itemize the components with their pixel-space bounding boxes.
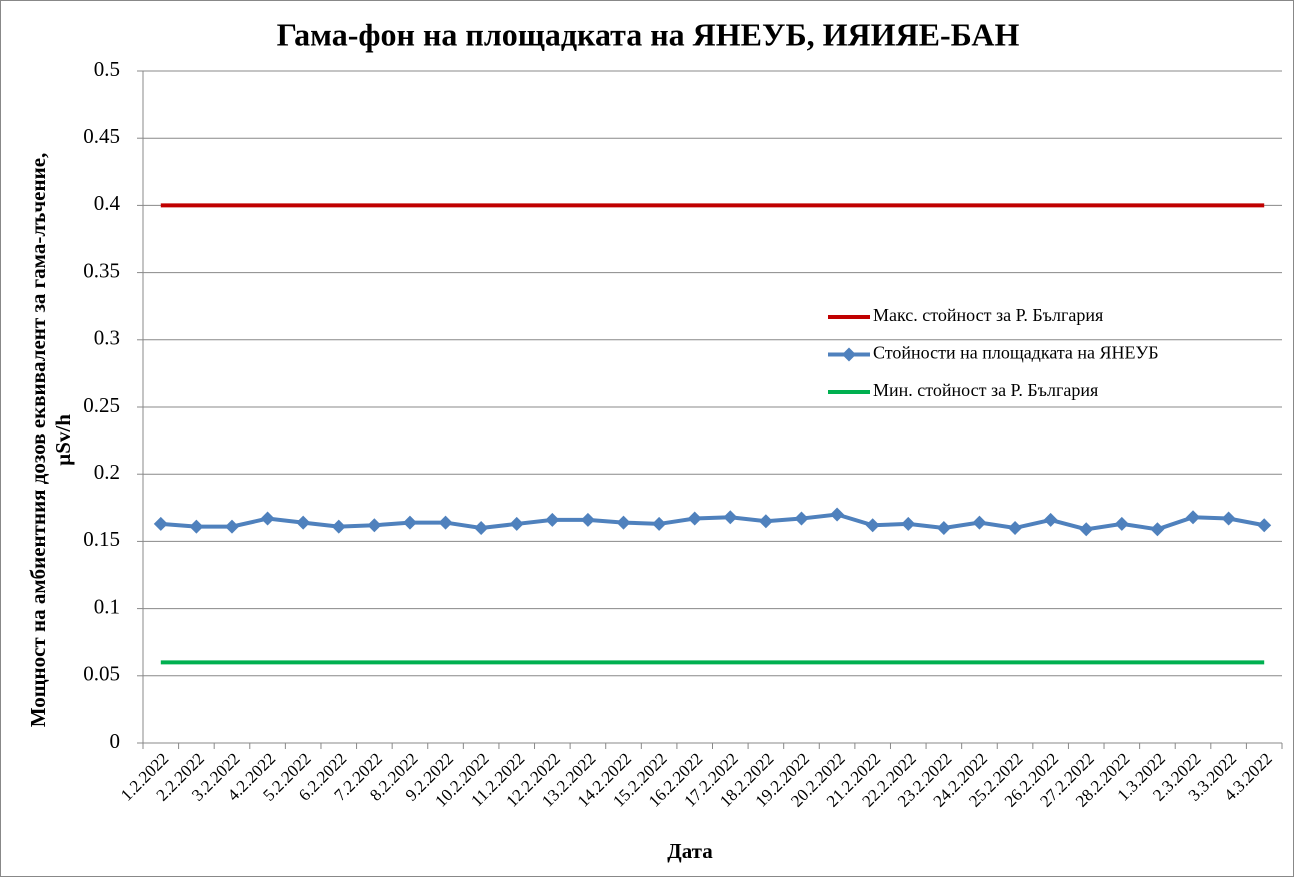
data-marker <box>936 520 951 535</box>
data-marker <box>1114 516 1129 531</box>
y-tick-label: 0.1 <box>94 594 120 618</box>
legend-marker <box>842 347 856 362</box>
data-marker <box>830 507 845 522</box>
y-tick-label: 0.35 <box>83 258 120 282</box>
data-marker <box>224 519 239 534</box>
data-marker <box>616 515 631 530</box>
data-marker <box>1186 510 1201 525</box>
data-marker <box>1079 522 1094 537</box>
y-tick-label: 0.3 <box>94 326 120 350</box>
data-marker <box>438 515 453 530</box>
legend-label: Мин. стойност за Р. България <box>873 380 1098 400</box>
data-marker <box>1008 520 1023 535</box>
legend-label: Макс. стойност за Р. България <box>873 305 1103 325</box>
y-tick-label: 0.25 <box>83 393 120 417</box>
data-marker <box>972 515 987 530</box>
x-axis-label: Дата <box>667 839 713 863</box>
data-marker <box>1221 511 1236 526</box>
data-marker <box>1043 512 1058 527</box>
data-marker <box>153 516 168 531</box>
data-marker <box>794 511 809 526</box>
data-marker <box>509 516 524 531</box>
y-tick-label: 0.2 <box>94 460 120 484</box>
data-marker <box>687 511 702 526</box>
y-tick-label: 0.05 <box>83 662 120 686</box>
legend-label: Стойности на площадката на ЯНЕУБ <box>873 343 1159 363</box>
data-marker <box>296 515 311 530</box>
y-tick-label: 0.45 <box>83 124 120 148</box>
y-axis-label-line: Мощност на амбиентния дозов еквивалент з… <box>26 153 50 728</box>
data-marker <box>723 510 738 525</box>
data-marker <box>865 518 880 533</box>
y-tick-label: 0.4 <box>94 191 121 215</box>
data-marker <box>545 512 560 527</box>
data-marker <box>901 516 916 531</box>
y-axis-label-line: µSv/h <box>51 414 75 466</box>
data-marker <box>260 511 275 526</box>
data-marker <box>474 520 489 535</box>
data-marker <box>758 514 773 529</box>
y-axis-label: Мощност на амбиентния дозов еквивалент з… <box>26 153 75 728</box>
data-marker <box>189 519 204 534</box>
y-tick-label: 0.5 <box>94 57 120 81</box>
chart-title: Гама-фон на площадката на ЯНЕУБ, ИЯИЯЕ-Б… <box>277 16 1020 52</box>
data-marker <box>1257 518 1272 533</box>
y-tick-label: 0 <box>110 729 121 753</box>
data-marker <box>580 512 595 527</box>
data-marker <box>402 515 417 530</box>
data-marker <box>331 519 346 534</box>
data-marker <box>1150 522 1165 537</box>
data-marker <box>367 518 382 533</box>
data-marker <box>652 516 667 531</box>
y-tick-label: 0.15 <box>83 527 120 551</box>
